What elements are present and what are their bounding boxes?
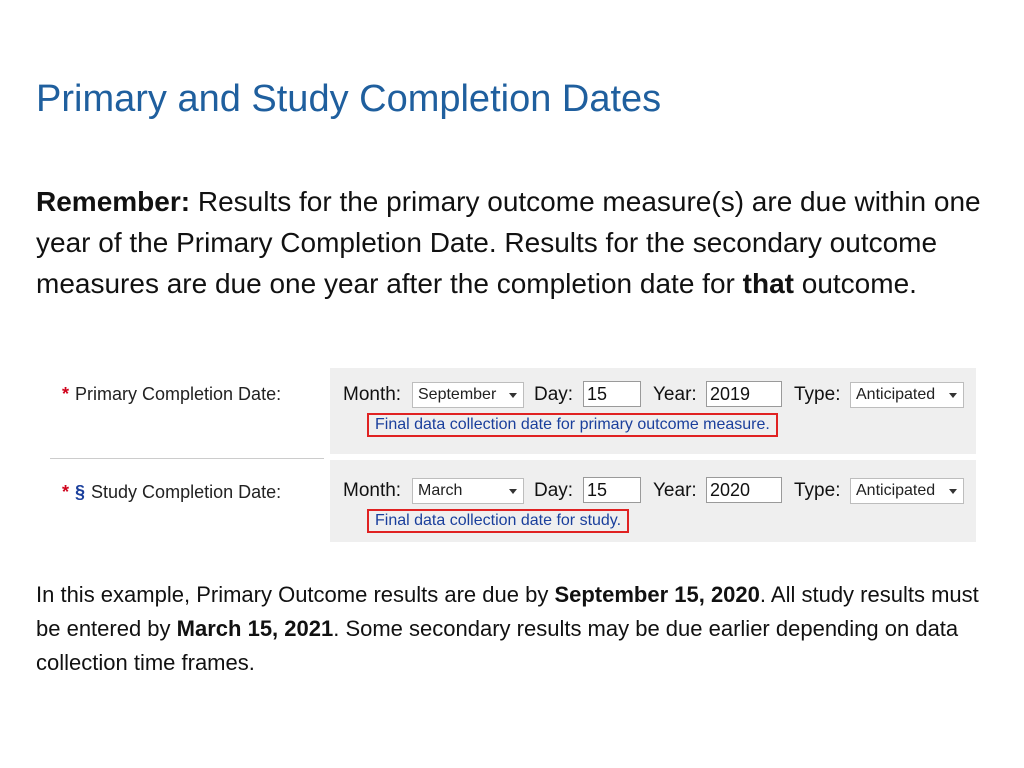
month-label: Month: (343, 384, 402, 405)
chevron-down-icon (949, 393, 957, 398)
type-select-value: Anticipated (856, 482, 936, 499)
chevron-down-icon (949, 489, 957, 494)
month-select-value: March (418, 482, 463, 499)
type-label: Type: (794, 384, 841, 405)
day-input[interactable]: 15 (583, 381, 641, 407)
day-input[interactable]: 15 (583, 477, 641, 503)
study-completion-hint: Final data collection date for study. (367, 509, 630, 533)
year-input[interactable]: 2019 (706, 381, 782, 407)
month-select[interactable]: March (412, 478, 524, 504)
outro-text-3: . Some secondary results may be due earl… (36, 616, 959, 675)
study-completion-label-text: Study Completion Date: (91, 482, 282, 502)
primary-completion-label: * Primary Completion Date: (62, 384, 281, 405)
outro-text-1: In this example, Primary Outcome results… (36, 582, 555, 607)
type-select[interactable]: Anticipated (850, 382, 964, 408)
section-marker: § (75, 482, 86, 502)
intro-emphasis: that (742, 268, 794, 299)
required-marker: * (62, 482, 70, 502)
outro-text-2: . All study results must be entered by (36, 582, 979, 641)
study-due-date: March 15, 2021 (176, 616, 334, 641)
required-marker: * (62, 384, 70, 404)
intro-lead: Remember: (36, 186, 191, 217)
chevron-down-icon (509, 393, 517, 398)
primary-completion-label-text: Primary Completion Date: (75, 384, 282, 404)
primary-completion-panel: Month: September Day: 15 Year: 2019 Type… (330, 368, 976, 454)
type-label: Type: (794, 480, 841, 501)
intro-paragraph: Remember: Results for the primary outcom… (36, 181, 996, 304)
intro-text-2: outcome. (793, 268, 917, 299)
study-completion-label: * § Study Completion Date: (62, 482, 281, 503)
month-label: Month: (343, 480, 402, 501)
primary-completion-hint: Final data collection date for primary o… (367, 413, 778, 437)
type-select[interactable]: Anticipated (850, 478, 964, 504)
study-completion-panel: Month: March Day: 15 Year: 2020 Type: An… (330, 460, 976, 542)
year-input[interactable]: 2020 (706, 477, 782, 503)
year-label: Year: (653, 384, 697, 405)
day-label: Day: (534, 480, 574, 501)
primary-due-date: September 15, 2020 (554, 582, 760, 607)
year-label: Year: (653, 480, 697, 501)
month-select[interactable]: September (412, 382, 524, 408)
page-title: Primary and Study Completion Dates (36, 78, 662, 120)
example-paragraph: In this example, Primary Outcome results… (36, 578, 996, 680)
chevron-down-icon (509, 489, 517, 494)
month-select-value: September (418, 386, 497, 403)
day-label: Day: (534, 384, 574, 405)
row-divider (50, 458, 324, 459)
intro-text-1: Results for the primary outcome measure(… (36, 186, 981, 299)
type-select-value: Anticipated (856, 386, 936, 403)
form-screenshot: * Primary Completion Date: * § Study Comple… (50, 368, 976, 542)
